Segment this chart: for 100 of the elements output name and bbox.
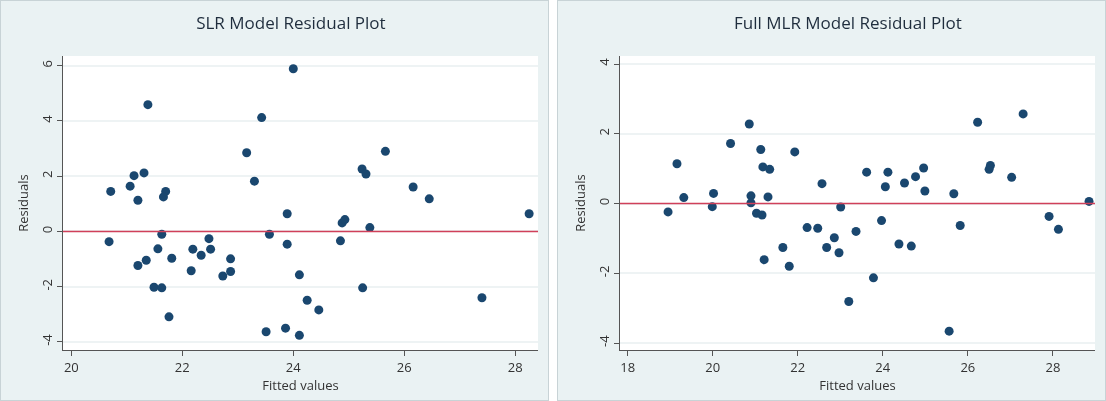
- point: [822, 242, 832, 252]
- point: [802, 223, 812, 233]
- x-tick-label: 24: [875, 357, 891, 376]
- point: [288, 64, 298, 74]
- point: [663, 207, 673, 217]
- point: [906, 241, 916, 251]
- point: [1007, 172, 1017, 182]
- y-axis-title: Residuals: [13, 174, 32, 232]
- point: [282, 209, 292, 219]
- point: [294, 330, 304, 340]
- point: [424, 194, 434, 204]
- point: [862, 167, 872, 177]
- point: [196, 250, 206, 260]
- chart-title: Full MLR Model Residual Plot: [734, 10, 962, 34]
- point: [834, 248, 844, 258]
- point: [104, 237, 114, 247]
- point: [408, 182, 418, 192]
- point: [844, 297, 854, 307]
- point: [281, 323, 291, 333]
- point: [226, 254, 236, 264]
- x-tick-label: 20: [705, 357, 721, 376]
- point: [477, 293, 487, 303]
- y-axis-title: Residuals: [570, 174, 589, 232]
- point: [524, 209, 534, 219]
- y-tick-label: 4: [594, 57, 613, 66]
- point: [133, 260, 143, 270]
- point: [744, 119, 754, 129]
- point: [188, 244, 198, 254]
- point: [302, 295, 312, 305]
- x-tick-label: 28: [1045, 357, 1061, 376]
- point: [261, 327, 271, 337]
- y-tick-label: 6: [37, 60, 56, 68]
- point: [242, 148, 252, 158]
- point: [167, 253, 177, 263]
- point: [778, 242, 788, 252]
- point: [880, 182, 890, 192]
- point: [757, 210, 767, 220]
- point: [949, 189, 959, 199]
- point: [1018, 109, 1028, 119]
- point: [919, 163, 929, 173]
- x-tick-label: 26: [396, 357, 412, 376]
- point: [813, 223, 823, 233]
- point: [973, 117, 983, 127]
- point: [877, 216, 887, 226]
- point: [829, 233, 839, 243]
- point: [883, 167, 893, 177]
- point: [911, 172, 921, 182]
- point: [765, 164, 775, 174]
- point: [133, 195, 143, 205]
- y-tick-label: 2: [37, 170, 56, 178]
- y-tick-label: 4: [37, 114, 56, 123]
- point: [186, 266, 196, 276]
- x-tick-label: 26: [960, 357, 976, 376]
- point: [164, 312, 174, 322]
- x-tick-label: 28: [507, 357, 523, 376]
- x-tick-label: 22: [174, 357, 190, 376]
- y-tick-label: 2: [594, 128, 613, 136]
- y-tick-label: -4: [594, 334, 613, 347]
- y-tick-label: -4: [37, 333, 56, 346]
- point: [817, 179, 827, 189]
- point: [358, 283, 368, 293]
- point: [709, 188, 719, 198]
- point: [899, 178, 909, 188]
- point: [851, 226, 861, 236]
- point: [759, 255, 769, 265]
- point: [1044, 211, 1054, 221]
- x-tick-label: 20: [63, 357, 79, 376]
- point: [206, 244, 216, 254]
- point: [257, 113, 267, 123]
- point: [335, 236, 345, 246]
- y-tick-label: 0: [594, 197, 613, 206]
- point: [157, 283, 167, 293]
- point: [920, 186, 930, 196]
- y-tick-label: -2: [594, 265, 613, 278]
- point: [672, 159, 682, 169]
- y-tick-label: 0: [37, 225, 56, 234]
- point: [218, 271, 228, 281]
- point: [756, 144, 766, 154]
- x-tick-label: 18: [620, 357, 636, 376]
- point: [1053, 224, 1063, 234]
- point: [380, 146, 390, 156]
- point: [153, 244, 163, 254]
- point: [314, 305, 324, 315]
- x-tick-label: 24: [285, 357, 302, 376]
- point: [158, 192, 168, 202]
- point: [106, 186, 116, 196]
- chart-title: SLR Model Residual Plot: [196, 10, 386, 34]
- point: [679, 193, 689, 203]
- x-axis-title: Fitted values: [819, 375, 896, 394]
- point: [784, 261, 794, 271]
- point: [955, 220, 965, 230]
- point: [129, 171, 139, 181]
- point: [726, 139, 736, 149]
- x-tick-label: 22: [790, 357, 806, 376]
- x-axis-title: Fitted values: [262, 375, 339, 394]
- point: [282, 239, 292, 249]
- point: [125, 181, 135, 191]
- point: [868, 273, 878, 283]
- point: [763, 192, 773, 202]
- point: [944, 326, 954, 336]
